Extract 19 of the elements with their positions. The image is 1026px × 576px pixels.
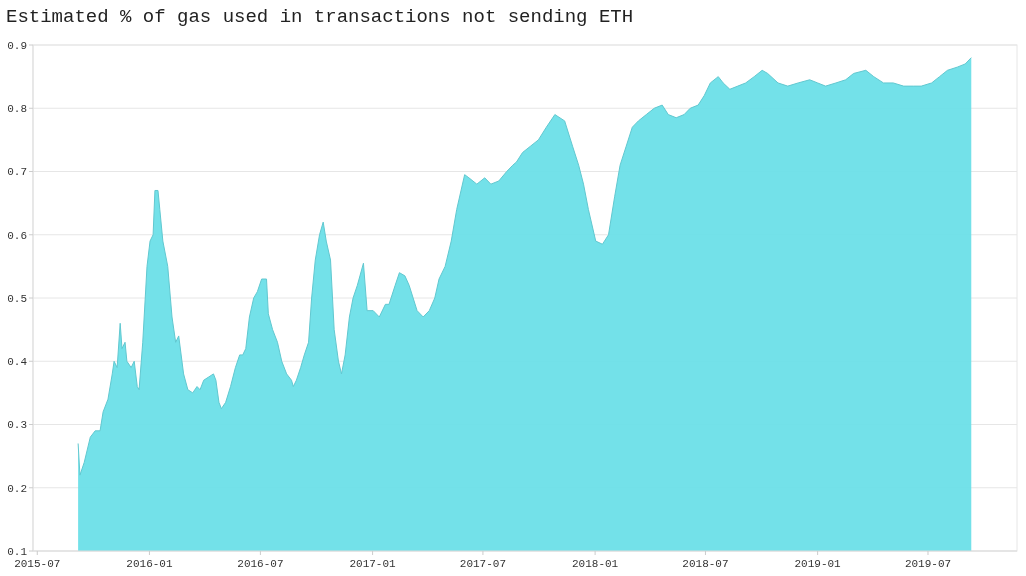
x-tick-label: 2018-01: [572, 558, 619, 570]
y-tick-label: 0.4: [7, 356, 28, 369]
y-tick-label: 0.5: [7, 292, 27, 305]
y-tick-label: 0.2: [7, 482, 27, 495]
y-tick-label: 0.6: [7, 229, 27, 242]
x-tick-label: 2016-01: [126, 558, 173, 570]
x-tick-label: 2016-07: [237, 558, 284, 570]
y-tick-label: 0.3: [7, 419, 27, 432]
x-tick-label: 2017-01: [349, 558, 397, 570]
y-tick-label: 0.1: [7, 545, 28, 558]
y-tick-label: 0.7: [7, 166, 27, 179]
x-tick-label: 2017-07: [459, 558, 507, 570]
x-tick-label: 2019-07: [904, 558, 952, 570]
y-tick-label: 0.8: [7, 103, 27, 116]
chart-title: Estimated % of gas used in transactions not sending ETH: [6, 6, 634, 28]
x-tick-label: 2018-07: [682, 558, 729, 570]
x-tick-label: 2015-07: [14, 558, 61, 570]
y-tick-label: 0.9: [7, 39, 27, 52]
x-tick-label: 2019-01: [794, 558, 842, 570]
